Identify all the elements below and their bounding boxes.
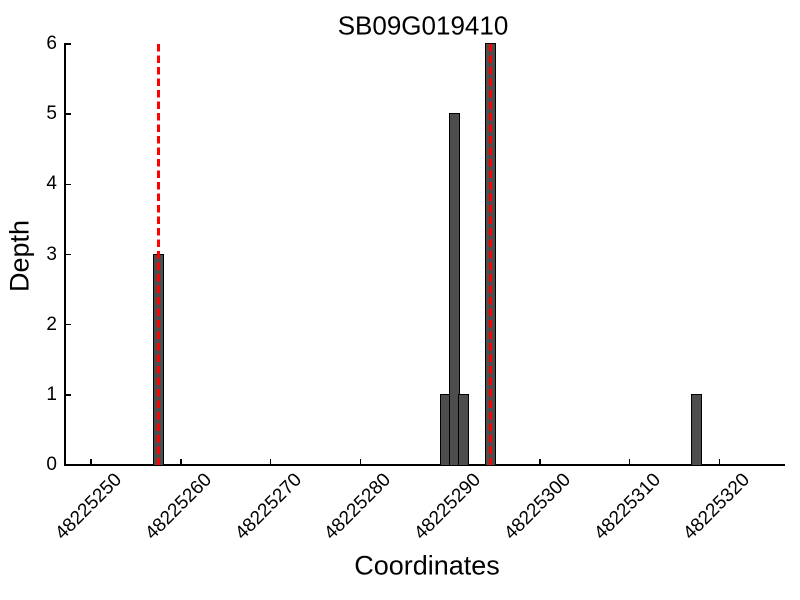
y-tick-label: 5 <box>46 103 57 125</box>
x-tick <box>718 459 721 465</box>
x-axis-label: Coordinates <box>354 550 500 581</box>
y-tick-label: 0 <box>46 454 57 475</box>
x-tick-label: 48225320 <box>679 469 755 544</box>
highlight-line <box>488 44 493 465</box>
y-tick <box>65 43 71 45</box>
y-axis-line <box>64 43 66 466</box>
x-tick-label: 48225280 <box>320 469 396 544</box>
y-tick-label: 3 <box>46 243 57 265</box>
y-tick <box>65 253 71 256</box>
y-tick-label: 1 <box>46 383 57 405</box>
x-tick <box>539 459 541 465</box>
x-axis-line <box>64 464 785 466</box>
depth-bar <box>449 113 461 466</box>
y-tick-label: 4 <box>46 173 57 195</box>
x-tick <box>269 459 272 465</box>
depth-bar <box>691 393 703 466</box>
x-tick <box>628 459 631 465</box>
x-tick-label: 48225290 <box>410 469 486 544</box>
x-tick-label: 48225270 <box>230 469 306 544</box>
x-tick-label: 48225260 <box>141 469 216 544</box>
y-tick <box>65 113 71 115</box>
x-tick <box>180 459 182 465</box>
y-tick-label: 6 <box>46 33 57 54</box>
highlight-line <box>156 44 161 465</box>
x-tick <box>90 459 92 465</box>
y-tick <box>65 323 71 326</box>
x-tick-label: 48225250 <box>51 469 126 544</box>
x-tick-label: 48225300 <box>500 469 575 544</box>
x-tick <box>359 459 362 465</box>
y-tick-label: 2 <box>46 313 57 335</box>
chart-title: SB09G019410 <box>337 10 509 41</box>
y-tick <box>65 464 71 466</box>
y-tick <box>65 394 71 396</box>
x-tick-label: 48225310 <box>589 469 665 544</box>
depth-bar <box>458 393 470 466</box>
y-tick <box>65 183 71 186</box>
